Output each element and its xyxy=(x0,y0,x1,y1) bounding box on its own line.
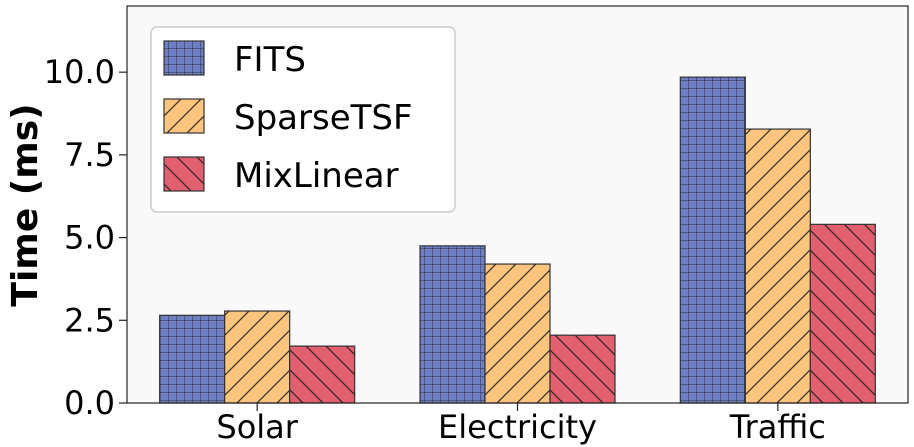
legend: FITS SparseTSF MixLinear xyxy=(150,26,456,213)
bar-fits-traffic xyxy=(679,76,746,404)
bar-sparsetsf-solar xyxy=(224,310,291,404)
legend-label: SparseTSF xyxy=(234,98,413,138)
bars-group xyxy=(159,76,876,404)
legend-swatch-sparsetsf xyxy=(163,98,205,134)
y-tick-label: 0.0 xyxy=(64,384,115,422)
y-tick-label: 5.0 xyxy=(64,219,115,257)
bar-sparsetsf-traffic xyxy=(744,128,811,404)
y-tick-label: 7.5 xyxy=(64,136,115,174)
legend-swatch-fits xyxy=(163,40,205,76)
y-tick-label: 2.5 xyxy=(64,301,115,339)
bar-fits-solar xyxy=(159,314,226,404)
x-axis: Solar Electricity Traffic xyxy=(216,403,826,446)
bar-fits-electricity xyxy=(419,245,486,404)
x-tick-label: Electricity xyxy=(438,408,597,446)
bar-mixlinear-electricity xyxy=(549,334,616,404)
bar-mixlinear-traffic xyxy=(809,223,876,404)
y-axis: 0.0 2.5 5.0 7.5 10.0 xyxy=(44,53,127,422)
bar-sparsetsf-electricity xyxy=(484,263,551,404)
y-tick-label: 10.0 xyxy=(44,53,115,91)
x-tick-label: Traffic xyxy=(729,408,826,446)
y-axis-label: Time (ms) xyxy=(5,103,46,306)
legend-label: FITS xyxy=(234,40,306,80)
x-tick-label: Solar xyxy=(216,408,298,446)
legend-box xyxy=(150,26,456,213)
legend-swatch-mixlinear xyxy=(163,156,205,192)
legend-label: MixLinear xyxy=(234,156,399,196)
bar-mixlinear-solar xyxy=(289,345,356,404)
